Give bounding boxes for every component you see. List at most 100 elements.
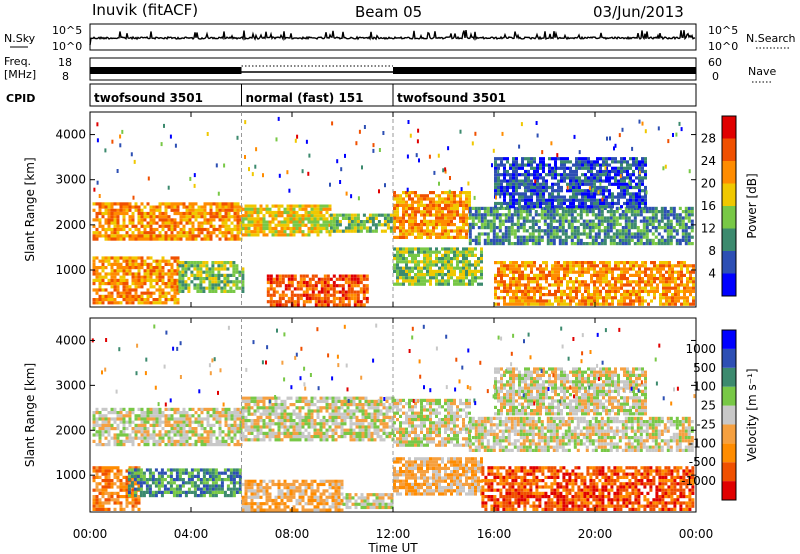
data-cell	[441, 247, 444, 251]
data-cell	[515, 166, 518, 170]
data-cell	[134, 256, 138, 260]
data-cell	[627, 219, 631, 223]
data-cell	[317, 300, 321, 304]
data-cell	[95, 218, 99, 222]
data-cell	[329, 220, 333, 224]
data-cell	[644, 286, 647, 290]
data-cell	[611, 286, 614, 290]
data-cell	[433, 170, 436, 175]
data-cell	[648, 206, 652, 210]
data-cell	[564, 210, 568, 214]
data-cell	[332, 296, 336, 301]
data-cell	[218, 237, 222, 241]
data-cell	[524, 176, 527, 180]
data-cell	[113, 218, 117, 222]
data-cell	[294, 138, 297, 143]
data-cell	[539, 273, 542, 277]
data-cell	[188, 407, 192, 411]
data-cell	[551, 173, 554, 177]
data-cell	[581, 280, 584, 284]
data-cell	[181, 283, 185, 287]
data-cell	[575, 261, 578, 265]
y-tick-label: 1000	[55, 263, 86, 277]
data-cell	[200, 231, 204, 235]
data-cell	[310, 207, 314, 211]
data-cell	[558, 219, 562, 223]
data-cell	[560, 189, 563, 193]
data-cell	[341, 216, 345, 220]
data-cell	[101, 278, 105, 282]
data-cell	[402, 250, 405, 254]
data-cell	[578, 150, 581, 155]
data-cell	[536, 289, 539, 293]
data-cell	[644, 289, 647, 293]
data-cell	[483, 206, 487, 210]
data-cell	[432, 223, 435, 227]
data-cell	[512, 296, 515, 300]
data-cell	[95, 275, 99, 279]
data-cell	[356, 293, 360, 297]
data-cell	[450, 260, 453, 264]
data-cell	[170, 436, 174, 440]
data-cell	[462, 203, 465, 207]
data-cell	[501, 213, 505, 217]
data-cell	[426, 253, 429, 257]
data-cell	[664, 164, 667, 169]
data-cell	[227, 433, 231, 437]
data-cell	[289, 230, 293, 234]
data-cell	[259, 428, 263, 432]
data-cell	[522, 206, 526, 210]
data-cell	[596, 286, 599, 290]
data-cell	[146, 301, 150, 305]
freq-unit-label: [MHz]	[4, 68, 36, 81]
data-cell	[325, 204, 329, 208]
data-cell	[386, 223, 390, 227]
data-cell	[635, 176, 638, 180]
data-cell	[614, 201, 617, 206]
data-cell	[683, 264, 686, 268]
data-cell	[429, 253, 432, 257]
data-cell	[110, 208, 114, 212]
data-cell	[546, 216, 550, 220]
data-cell	[494, 182, 497, 186]
data-cell	[149, 218, 153, 222]
data-cell	[626, 293, 629, 297]
data-cell	[641, 286, 644, 290]
data-cell	[182, 215, 186, 219]
data-cell	[215, 208, 219, 212]
data-cell	[98, 224, 102, 228]
data-cell	[221, 224, 225, 228]
data-cell	[545, 163, 548, 167]
data-cell	[149, 208, 153, 212]
data-cell	[677, 283, 680, 287]
data-cell	[605, 160, 608, 164]
data-cell	[137, 269, 141, 273]
data-cell	[95, 211, 99, 216]
data-cell	[143, 231, 147, 235]
data-cell	[125, 211, 129, 216]
data-cell	[503, 273, 506, 277]
data-cell	[503, 201, 506, 206]
data-cell	[689, 289, 692, 293]
data-cell	[113, 211, 117, 216]
data-cell	[635, 195, 638, 199]
data-cell	[256, 406, 260, 410]
data-cell	[283, 233, 287, 237]
data-cell	[212, 231, 216, 235]
data-cell	[552, 235, 556, 239]
data-cell	[492, 213, 496, 217]
data-cell	[542, 192, 545, 196]
data-cell	[176, 282, 180, 286]
data-cell	[250, 230, 254, 234]
data-cell	[236, 221, 240, 225]
data-cell	[399, 197, 402, 201]
data-cell	[663, 222, 667, 226]
data-cell	[218, 205, 222, 209]
data-cell	[533, 157, 536, 161]
data-cell	[411, 223, 414, 227]
data-cell	[584, 261, 587, 265]
data-cell	[471, 276, 474, 280]
data-cell	[588, 210, 592, 214]
data-cell	[377, 223, 381, 227]
data-cell	[555, 226, 559, 230]
